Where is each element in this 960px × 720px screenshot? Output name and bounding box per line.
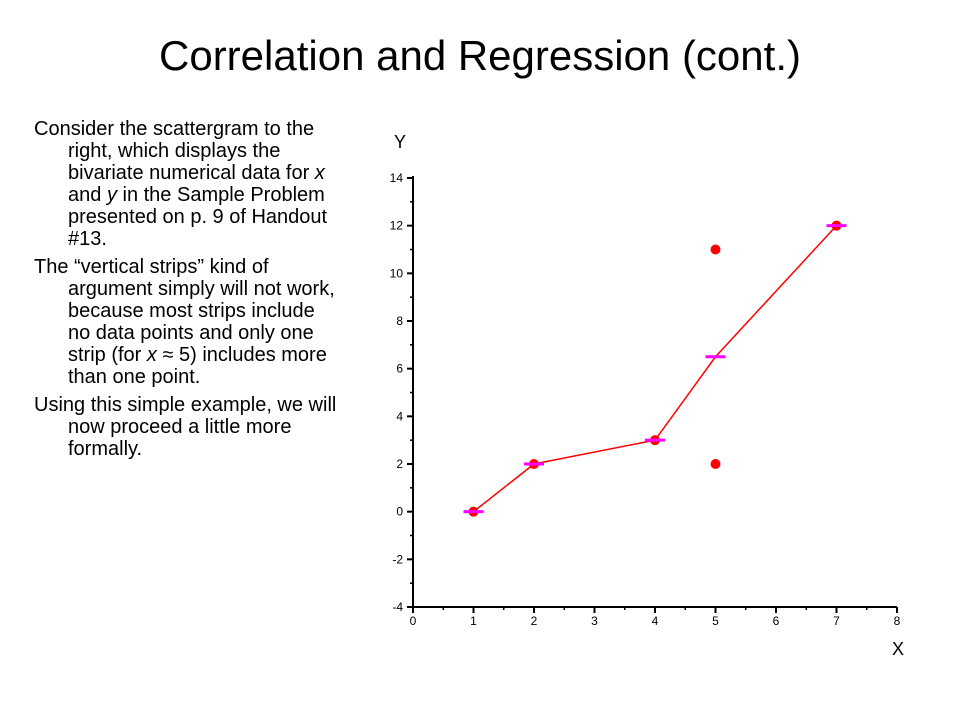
paragraph-text: in the Sample Problem presented on p. 9 … (68, 184, 328, 250)
x-tick-label: 3 (591, 614, 598, 628)
x-tick-label: 6 (773, 614, 780, 628)
x-tick-label: 1 (470, 614, 477, 628)
paragraph-text: The “vertical strips” kind of argument s… (34, 256, 335, 366)
y-axis-label: Y (394, 132, 406, 152)
x-tick-label: 0 (410, 614, 417, 628)
scattergram: -4 -2 0 2 4 6 8 10 12 14 0 1 2 3 4 5 6 7 8 Y X (370, 118, 930, 678)
y-tick-label: 14 (390, 171, 404, 185)
x-tick-label: 5 (712, 614, 719, 628)
paragraph-text: ≈ 5) includes more than one point. (68, 344, 327, 388)
data-point (710, 244, 721, 255)
y-tick-label: 2 (396, 457, 403, 471)
y-tick-label: 12 (390, 219, 404, 233)
x-tick-label: 8 (894, 614, 901, 628)
x-tick-label: 4 (652, 614, 659, 628)
paragraph-1: Consider the scattergram to the right, w… (34, 118, 340, 250)
y-tick-label: 0 (396, 505, 403, 519)
y-tick-label: 10 (390, 266, 404, 280)
strip-means-line (473, 225, 838, 513)
paragraph-text: Using this simple example, we will now p… (34, 394, 337, 460)
x-tick-label: 7 (833, 614, 840, 628)
y-tick-label: -2 (392, 552, 403, 566)
paragraph-3: Using this simple example, we will now p… (34, 394, 340, 460)
variable-text: x (314, 162, 325, 184)
paragraph-text: and (68, 184, 107, 206)
variable-text: y (106, 184, 117, 206)
slide-title: Correlation and Regression (cont.) (159, 32, 801, 79)
paragraph-2: The “vertical strips” kind of argument s… (34, 256, 340, 388)
y-tick-label: -4 (392, 600, 403, 614)
y-tick-label: 4 (396, 409, 403, 423)
body-text: Consider the scattergram to the right, w… (34, 118, 340, 466)
paragraph-text: Consider the scattergram to the right, w… (34, 118, 315, 184)
y-tick-label: 8 (396, 314, 403, 328)
x-axis-label: X (892, 639, 904, 659)
y-tick-label: 6 (396, 362, 403, 376)
data-point (710, 459, 721, 469)
x-tick-label: 2 (531, 614, 538, 628)
variable-text: x (146, 344, 157, 366)
